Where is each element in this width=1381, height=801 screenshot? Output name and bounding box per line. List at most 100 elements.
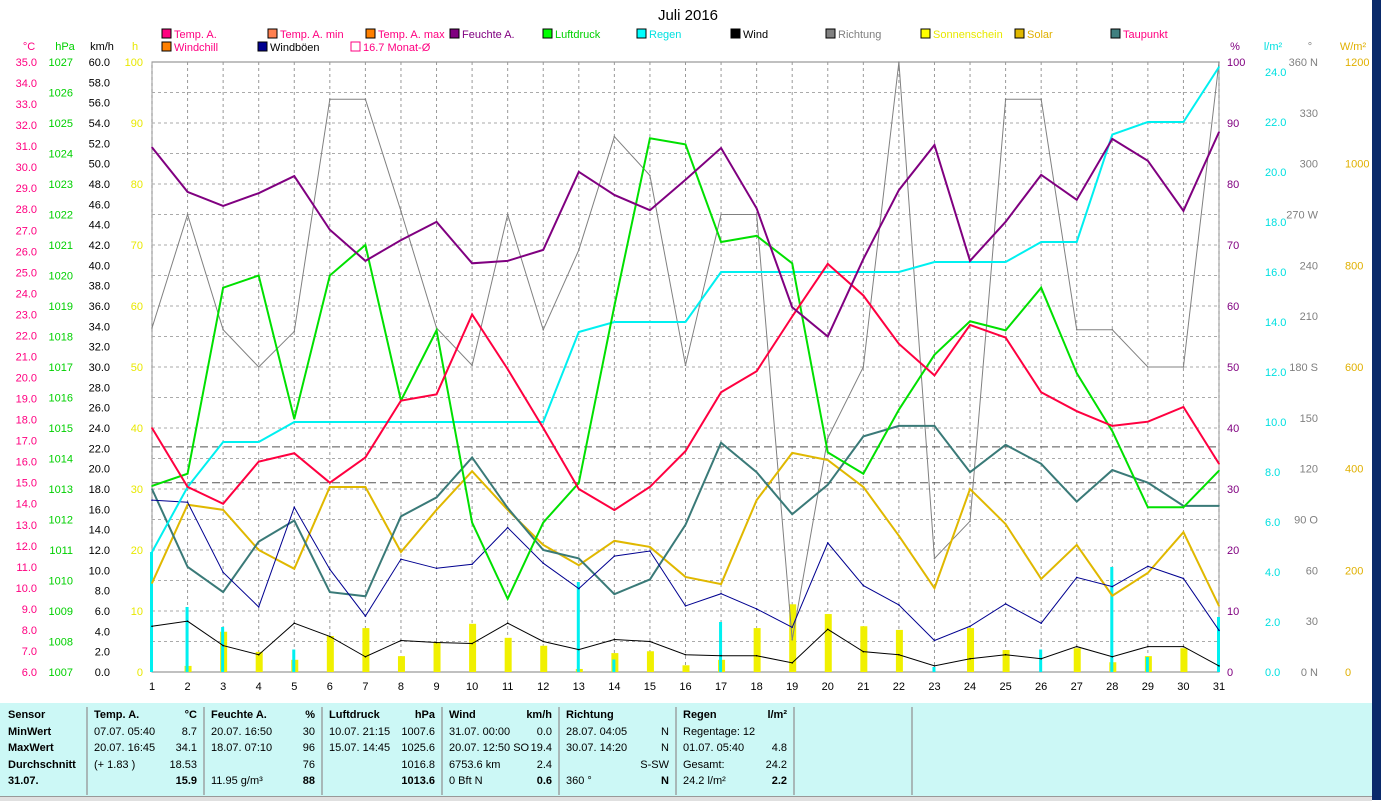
point-wind <box>435 641 438 644</box>
point-rain <box>1111 133 1114 136</box>
point-wind <box>1218 665 1220 667</box>
table-row: 24.2 l/m² 2.2 <box>677 773 793 790</box>
point-direction <box>933 557 936 560</box>
point-wind <box>506 622 509 624</box>
point-solar <box>791 452 793 454</box>
point-pressure <box>826 451 829 454</box>
point-solar <box>186 503 189 506</box>
point-humidity <box>1111 138 1114 140</box>
cell-label: (+ 1.83 ) <box>94 758 136 771</box>
cell-value: 1016.8 <box>401 758 435 771</box>
axis-tick-temp: 34.0 <box>16 78 37 90</box>
axis-tick-wind: 4.0 <box>95 626 110 638</box>
axis-tick-temp: 24.0 <box>16 288 37 300</box>
point-solar <box>933 587 936 589</box>
point-temp <box>329 481 331 484</box>
legend-label: Wind <box>743 29 768 41</box>
point-temp <box>1111 425 1114 427</box>
table-row: 28.07. 04:05 N <box>560 724 675 741</box>
axis-tick-wind: 18.0 <box>89 484 110 496</box>
point-temp <box>933 374 936 377</box>
point-direction <box>613 135 616 138</box>
table-row: Regentage: 12 <box>677 724 793 741</box>
chart-title: Juli 2016 <box>658 7 718 24</box>
legend-swatch <box>730 28 741 39</box>
point-gust <box>649 550 651 552</box>
point-dewpoint <box>1111 469 1114 471</box>
cell-value: 18.53 <box>169 758 197 771</box>
point-gust <box>791 626 793 629</box>
point-temp <box>826 263 829 265</box>
point-dewpoint <box>862 435 865 438</box>
point-direction <box>1182 366 1185 368</box>
axis-tick-temp: 22.0 <box>16 330 37 342</box>
point-wind <box>1182 645 1185 648</box>
col-title: Luftdruck <box>329 709 380 721</box>
x-tick-label: 31 <box>1213 681 1225 693</box>
table-row: 1016.8 <box>323 757 441 774</box>
legend-label: Temp. A. min <box>280 29 344 41</box>
table-head: Regen l/m² <box>677 707 793 724</box>
axis-tick-temp: 16.0 <box>16 457 37 469</box>
point-wind <box>898 653 900 656</box>
axis-tick-wind: 8.0 <box>95 586 110 598</box>
point-dewpoint <box>684 523 687 526</box>
axis-tick-direction: 60 <box>1306 565 1318 577</box>
point-wind <box>222 644 224 647</box>
cell-value: 2.4 <box>536 758 552 771</box>
axis-tick-wind: 16.0 <box>89 504 110 516</box>
axis-tick-pressure: 1026 <box>49 88 73 100</box>
axis-tick-pressure: 1025 <box>49 118 73 130</box>
axis-unit-rain: l/m² <box>1264 41 1283 53</box>
axis-tick-solar: 1200 <box>1345 57 1369 69</box>
axis-tick-rain: 2.0 <box>1265 617 1280 629</box>
point-solar <box>826 459 829 461</box>
x-tick-label: 10 <box>466 681 478 693</box>
point-dewpoint <box>151 488 153 490</box>
table-head: Feuchte A.% <box>205 707 321 724</box>
axis-unit-wind: km/h <box>90 41 114 53</box>
point-temp <box>400 399 402 402</box>
point-temp <box>435 393 438 396</box>
point-wind <box>400 639 402 642</box>
axis-tick-sun: 90 <box>131 118 143 130</box>
point-direction <box>826 437 829 439</box>
x-tick-label: 27 <box>1071 681 1083 693</box>
point-gust <box>969 625 971 628</box>
bar-sunshine <box>397 656 405 672</box>
table-row: 0 Bft N 0.6 <box>443 773 558 790</box>
axis-tick-pressure: 1012 <box>49 515 73 527</box>
axis-tick-direction: 150 <box>1300 413 1318 425</box>
point-gust <box>1218 629 1220 632</box>
table-row: Gesamt: 24.2 <box>677 757 793 774</box>
axis-unit-humidity: % <box>1230 41 1240 53</box>
point-direction <box>1040 98 1042 101</box>
x-tick-label: 12 <box>537 681 549 693</box>
legend-label: Regen <box>649 29 681 41</box>
row-label: Durchschnitt <box>8 758 76 771</box>
x-tick-label: 23 <box>928 681 940 693</box>
point-wind <box>791 662 793 664</box>
axis-tick-wind: 54.0 <box>89 118 110 130</box>
point-direction <box>1147 366 1149 368</box>
point-gust <box>1111 585 1114 588</box>
point-temp <box>1004 336 1007 339</box>
point-dewpoint <box>329 591 331 593</box>
point-pressure <box>649 137 651 140</box>
point-solar <box>1147 572 1149 574</box>
axis-tick-wind: 6.0 <box>95 606 110 618</box>
point-humidity <box>471 262 473 265</box>
axis-tick-direction: 300 <box>1300 159 1318 171</box>
bar-sunshine <box>326 636 334 672</box>
point-rain <box>364 421 367 423</box>
point-wind <box>1040 657 1042 660</box>
x-tick-label: 6 <box>327 681 333 693</box>
point-wind <box>151 625 153 628</box>
x-tick-label: 21 <box>857 681 869 693</box>
point-temp <box>506 368 509 370</box>
x-tick-label: 7 <box>362 681 368 693</box>
point-humidity <box>542 249 545 251</box>
point-humidity <box>1182 210 1185 212</box>
point-temp <box>1147 420 1149 423</box>
bar-sunshine <box>255 651 263 672</box>
